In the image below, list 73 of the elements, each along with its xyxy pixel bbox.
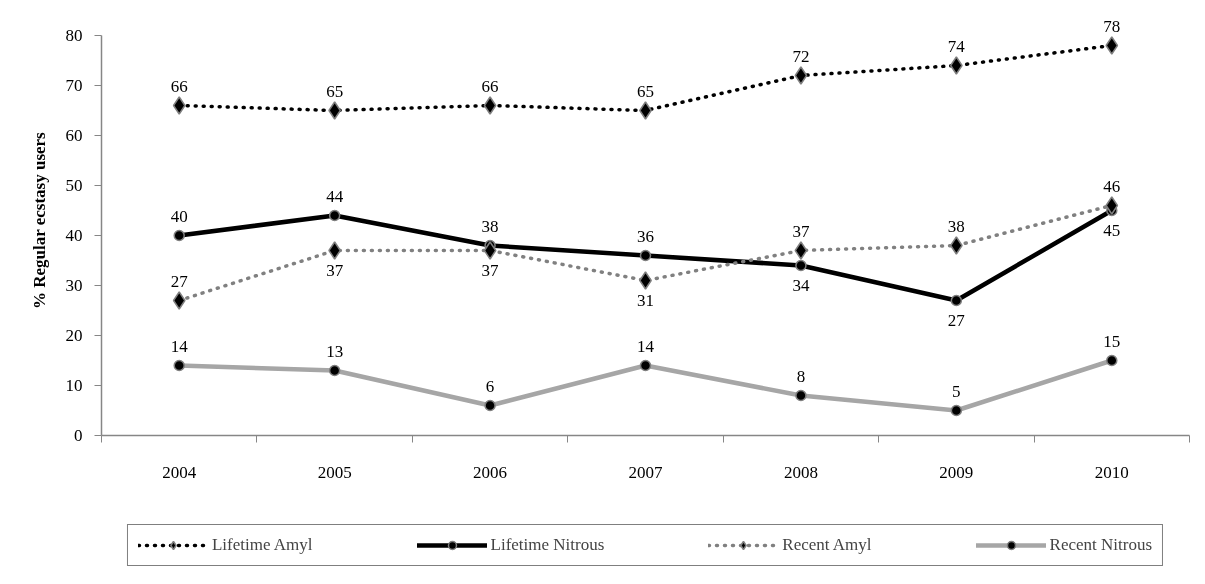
y-axis-title: % Regular ecstasy users: [29, 131, 49, 310]
point: [328, 101, 342, 120]
point: [950, 294, 963, 307]
data-label: 37: [481, 260, 500, 280]
data-label: 66: [481, 76, 499, 96]
x-tick-label: 2004: [162, 462, 197, 482]
data-label: 66: [170, 76, 188, 96]
data-label: 31: [637, 290, 654, 310]
data-label: 6: [485, 376, 495, 396]
point: [794, 66, 808, 85]
point: [1106, 354, 1118, 367]
x-tick-label: 2010: [1094, 462, 1129, 482]
x-tick-label: 2006: [473, 462, 508, 482]
y-tick-label: 60: [65, 126, 83, 145]
point: [328, 241, 342, 260]
y-tick-label: 30: [65, 276, 83, 295]
point: [794, 241, 808, 260]
x-tick-label: 2005: [317, 462, 352, 482]
data-label: 38: [947, 216, 965, 236]
point: [1105, 196, 1119, 215]
data-label: 14: [170, 336, 189, 356]
point: [483, 241, 497, 260]
point: [795, 259, 807, 272]
data-label: 15: [1103, 331, 1121, 351]
y-tick-label: 10: [65, 376, 83, 395]
point: [795, 389, 807, 402]
data-label: 46: [1103, 176, 1121, 196]
data-label: 37: [326, 260, 344, 280]
y-tick-label: 80: [65, 26, 83, 45]
data-label: 65: [326, 81, 344, 101]
data-label: 36: [637, 226, 654, 246]
data-label: 37: [792, 221, 810, 241]
data-label: 13: [326, 341, 344, 361]
point: [484, 399, 496, 412]
point: [328, 364, 341, 377]
point: [328, 209, 341, 222]
data-label: 5: [952, 381, 961, 401]
point: [172, 96, 186, 115]
data-label: 34: [792, 275, 810, 295]
x-tick-label: 2008: [783, 462, 818, 482]
data-label: 27: [947, 310, 966, 330]
y-tick-label: 40: [65, 226, 83, 245]
point: [639, 359, 652, 372]
data-label: 14: [637, 336, 655, 356]
data-label: 44: [326, 186, 344, 206]
y-tick-label: 20: [65, 326, 83, 345]
data-label: 27: [170, 271, 189, 291]
data-label: 40: [170, 206, 188, 226]
legend-label: Lifetime Nitrous: [490, 534, 605, 555]
point: [173, 229, 185, 242]
point: [1105, 36, 1119, 55]
legend-label: Recent Amyl: [782, 534, 872, 555]
point: [949, 56, 963, 75]
data-label: 74: [947, 36, 966, 56]
y-tick-label: 70: [65, 76, 83, 95]
x-tick-label: 2007: [628, 462, 663, 482]
data-label: 38: [481, 216, 499, 236]
x-tick-label: 2009: [939, 462, 974, 482]
point: [483, 96, 497, 115]
data-label: 78: [1103, 16, 1121, 36]
data-label: 45: [1103, 220, 1121, 240]
point: [949, 236, 963, 255]
legend-label: Recent Nitrous: [1049, 534, 1153, 555]
legend-label: Lifetime Amyl: [211, 534, 313, 555]
data-label: 72: [792, 46, 810, 66]
data-label: 65: [637, 81, 654, 101]
y-tick-label: 0: [74, 426, 83, 445]
point: [950, 404, 963, 417]
point: [639, 249, 652, 262]
point: [172, 291, 186, 310]
y-tick-label: 50: [65, 176, 83, 195]
data-label: 8: [796, 366, 806, 386]
point: [173, 359, 185, 372]
